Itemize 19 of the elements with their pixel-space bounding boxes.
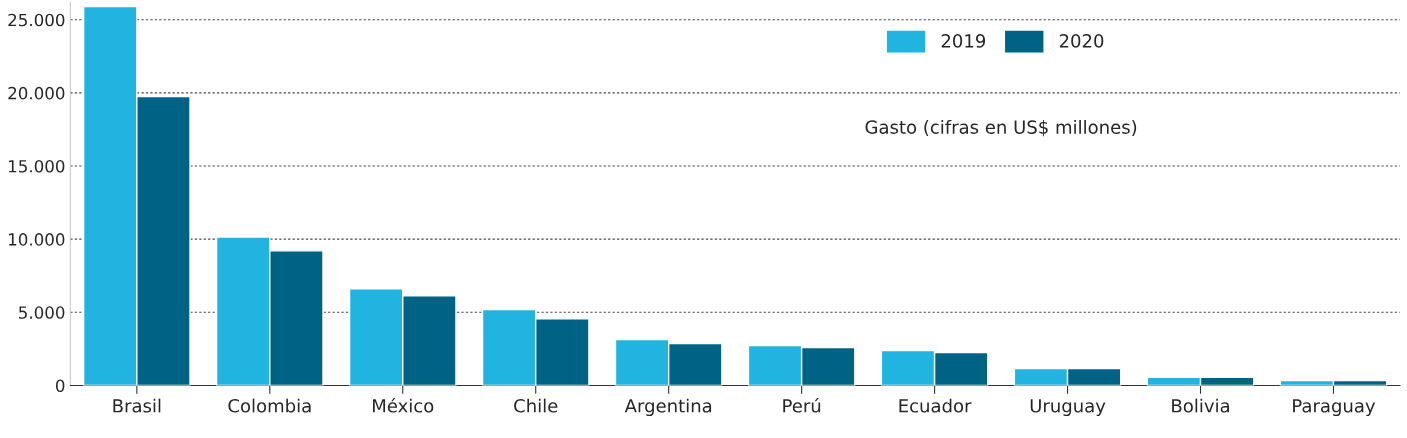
x-tick-label: Colombia <box>228 398 311 413</box>
x-tick-label: Bolivia <box>1172 398 1229 413</box>
x-tick-label: Paraguay <box>1293 399 1376 417</box>
y-tick-label: 10.000 <box>9 233 65 246</box>
y-tick-label: 20.000 <box>8 86 65 100</box>
y-tick-label: 25.000 <box>8 13 65 27</box>
x-tick-label: México <box>373 397 434 413</box>
legend-label: 2019 <box>941 34 986 48</box>
x-tick-label: Ecuador <box>899 398 972 413</box>
annotation: Gasto (cifras en US$ millones) <box>865 119 1137 137</box>
x-tick-label: Perú <box>783 397 821 413</box>
y-tick-label: 5.000 <box>19 306 65 319</box>
y-tick-label: 0 <box>55 379 65 393</box>
legend-label: 2020 <box>1059 34 1104 48</box>
x-tick-label: Chile <box>514 398 558 413</box>
x-tick-label: Argentina <box>624 398 712 417</box>
x-tick-label: Brasil <box>113 398 161 413</box>
x-tick-label: Uruguay <box>1030 399 1106 417</box>
y-tick-label: 15.000 <box>9 159 65 173</box>
